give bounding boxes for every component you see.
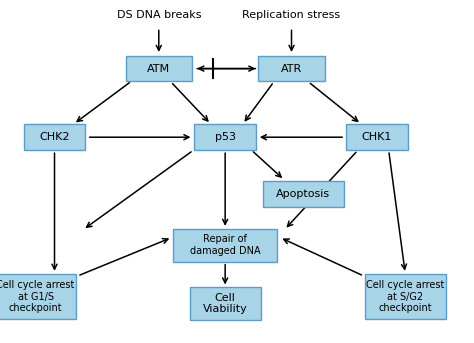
FancyBboxPatch shape bbox=[0, 274, 76, 319]
FancyBboxPatch shape bbox=[190, 287, 261, 320]
Text: Cell
Viability: Cell Viability bbox=[203, 293, 247, 314]
FancyBboxPatch shape bbox=[258, 56, 325, 81]
Text: Apoptosis: Apoptosis bbox=[276, 189, 330, 199]
Text: ATR: ATR bbox=[281, 63, 302, 74]
Text: CHK2: CHK2 bbox=[39, 132, 70, 142]
Text: Cell cycle arrest
at S/G2
checkpoint: Cell cycle arrest at S/G2 checkpoint bbox=[366, 280, 445, 313]
FancyBboxPatch shape bbox=[173, 229, 277, 262]
FancyBboxPatch shape bbox=[263, 181, 344, 206]
Text: CHK1: CHK1 bbox=[362, 132, 392, 142]
FancyBboxPatch shape bbox=[365, 274, 446, 319]
FancyBboxPatch shape bbox=[194, 125, 256, 150]
Text: Repair of
damaged DNA: Repair of damaged DNA bbox=[190, 235, 260, 256]
FancyBboxPatch shape bbox=[126, 56, 192, 81]
Text: p53: p53 bbox=[215, 132, 236, 142]
FancyBboxPatch shape bbox=[24, 125, 85, 150]
Text: Replication stress: Replication stress bbox=[242, 10, 341, 21]
Text: ATM: ATM bbox=[147, 63, 170, 74]
Text: DS DNA breaks: DS DNA breaks bbox=[117, 10, 201, 21]
Text: Cell cycle arrest
at G1/S
checkpoint: Cell cycle arrest at G1/S checkpoint bbox=[0, 280, 75, 313]
FancyBboxPatch shape bbox=[346, 125, 408, 150]
